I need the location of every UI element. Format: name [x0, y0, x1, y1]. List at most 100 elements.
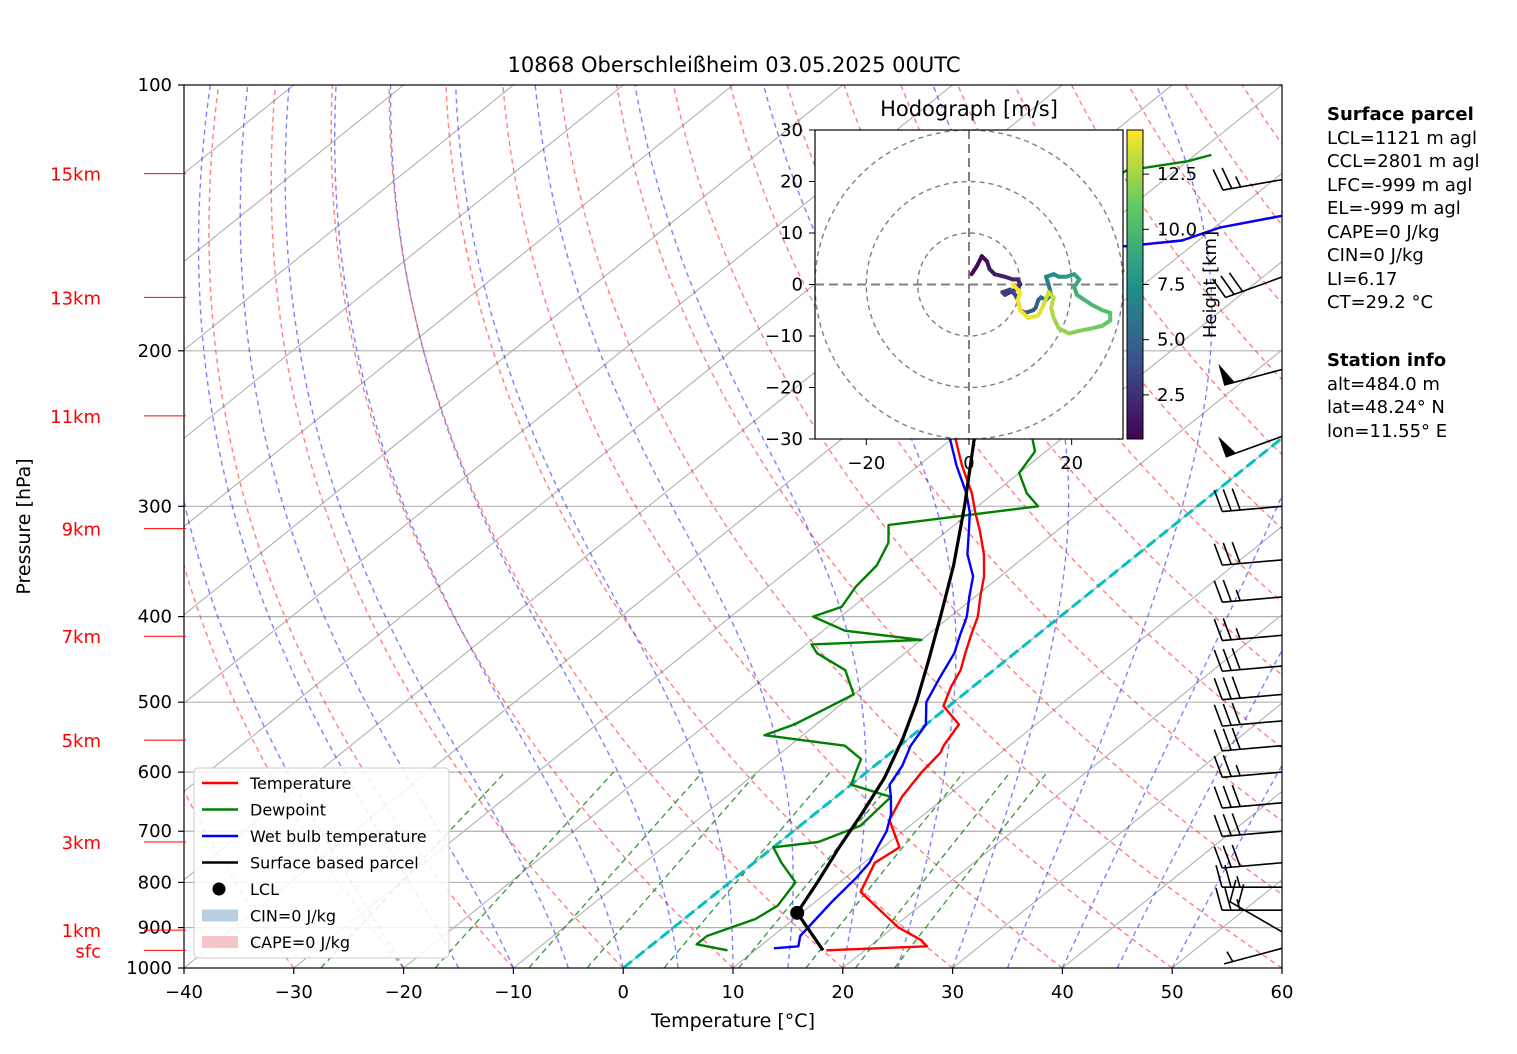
- barb-flag: [1213, 755, 1223, 778]
- barb-flag: [1222, 754, 1232, 777]
- wind-barb: [1213, 813, 1283, 838]
- barb-flag: [1222, 728, 1232, 751]
- colorbar-tick-label: 7.5: [1157, 275, 1186, 296]
- legend-label: Surface based parcel: [250, 854, 419, 873]
- barb-half-flag: [1226, 951, 1234, 962]
- station-altitude: alt=484.0 m: [1327, 373, 1440, 395]
- y-tick-label: 1000: [126, 958, 172, 979]
- mixing-ratio-line: [894, 771, 1048, 968]
- dry-adiabat: [270, 85, 624, 968]
- wind-barb: [1213, 702, 1283, 727]
- barb-flag: [1231, 813, 1241, 836]
- isotherm: [403, 260, 1282, 968]
- y-tick-label: 800: [138, 872, 172, 893]
- barb-flag: [1211, 278, 1227, 299]
- x-tick-label: 0: [617, 982, 628, 1003]
- isotherm: [952, 702, 1282, 968]
- height-label: 13km: [50, 288, 101, 309]
- barb-shaft: [1222, 744, 1283, 752]
- wind-barb: [1213, 844, 1283, 869]
- station-longitude: lon=11.55° E: [1327, 420, 1448, 442]
- barb-shaft: [1222, 505, 1283, 513]
- dry-adiabat: [615, 85, 1282, 968]
- legend-label: Dewpoint: [250, 801, 326, 820]
- barb-flag: [1228, 272, 1244, 292]
- barb-shaft: [1222, 665, 1283, 673]
- barb-flag: [1215, 887, 1223, 911]
- y-tick-label: 700: [138, 821, 172, 842]
- y-tick-label: 500: [138, 692, 172, 713]
- moist-adiabat: [455, 85, 734, 968]
- wind-barb: [1218, 435, 1283, 458]
- barb-flag: [1213, 704, 1223, 727]
- barb-flag: [1213, 814, 1223, 837]
- hodograph-y-tick-label: 10: [780, 223, 803, 244]
- x-tick-label: 40: [1051, 982, 1074, 1003]
- moist-adiabat: [634, 85, 867, 968]
- barb-flag: [1222, 618, 1232, 641]
- x-tick-label: −10: [494, 982, 532, 1003]
- lfc-value: LFC=-999 m agl: [1327, 174, 1473, 196]
- barb-flag: [1213, 618, 1223, 641]
- wind-barb: [1213, 784, 1283, 809]
- height-label: 7km: [62, 627, 101, 648]
- surface-parcel-panel: Surface parcel LCL=1121 m agl CCL=2801 m…: [1327, 103, 1480, 315]
- moist-adiabat: [932, 85, 1070, 968]
- mixing-ratio-line: [320, 771, 506, 968]
- height-label: 1km: [62, 921, 101, 942]
- mixing-ratio-line: [805, 771, 965, 968]
- axes: −40 −30 −20 −10 0 10 20 30 40 50 60100200300400500…: [13, 75, 1293, 1032]
- x-tick-label: −40: [165, 982, 203, 1003]
- barb-shaft: [1222, 720, 1283, 727]
- ccl-value: CCL=2801 m agl: [1327, 151, 1480, 172]
- el-value: EL=-999 m agl: [1327, 198, 1461, 219]
- barb-flag: [1222, 677, 1232, 700]
- y-tick-label: 900: [138, 918, 172, 939]
- legend: Temperature Dewpoint Wet bulb temperature S…: [193, 767, 450, 959]
- moist-adiabat: [1006, 85, 1213, 968]
- barb-flag: [1231, 844, 1241, 867]
- isotherm: [1062, 790, 1282, 968]
- colorbar-tick-label: 12.5: [1157, 164, 1197, 185]
- barb-flag: [1231, 541, 1241, 564]
- mixing-ratio-line: [663, 771, 831, 968]
- barb-flag: [1213, 543, 1223, 566]
- barb-flag: [1231, 488, 1241, 511]
- barb-flag: [1229, 879, 1237, 903]
- dry-adiabat: [388, 85, 844, 968]
- barb-flag: [1231, 784, 1241, 807]
- isotherm: [184, 85, 624, 439]
- x-tick-label: −30: [275, 982, 313, 1003]
- moist-adiabat: [334, 85, 624, 968]
- barb-half-flag: [1235, 176, 1242, 188]
- legend-box: [193, 767, 450, 959]
- colorbar-label: Height [km]: [1200, 231, 1221, 338]
- barb-shaft: [1222, 861, 1283, 869]
- colorbar-tick-label: 5.0: [1157, 330, 1186, 351]
- cape-value: CAPE=0 J/kg: [1327, 221, 1440, 243]
- legend-swatch-fill: [202, 936, 238, 948]
- moist-adiabat: [239, 85, 515, 968]
- legend-label: LCL: [250, 880, 279, 899]
- isotherm: [842, 614, 1282, 968]
- moist-adiabat: [534, 85, 794, 968]
- wind-barb: [1211, 272, 1283, 299]
- barb-shaft: [1225, 276, 1283, 299]
- wind-barb: [1213, 618, 1283, 642]
- mixing-ratio-line: [586, 771, 759, 968]
- barb-flag: [1222, 489, 1232, 512]
- barb-flag: [1224, 864, 1232, 888]
- wind-barb: [1213, 579, 1283, 603]
- barb-half-flag: [1235, 589, 1241, 601]
- barb-flag: [1231, 702, 1241, 725]
- y-tick-label: 600: [138, 762, 172, 783]
- barb-pennant: [1218, 363, 1235, 386]
- isotherm: [184, 85, 734, 528]
- barb-shaft: [1222, 830, 1283, 838]
- legend-swatch-marker: [212, 882, 226, 896]
- hodograph-plot: [815, 130, 1123, 439]
- wind-barb: [1213, 754, 1283, 779]
- x-tick-label: 50: [1161, 982, 1184, 1003]
- wind-barb: [1212, 167, 1283, 191]
